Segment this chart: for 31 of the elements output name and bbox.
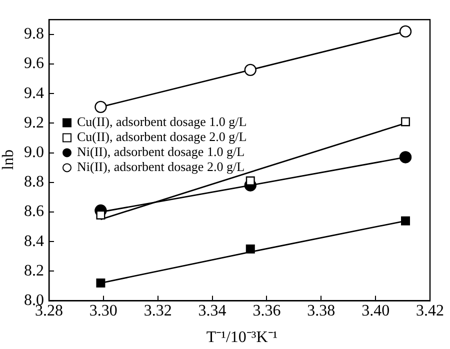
x-tick-label: 3.36 <box>252 302 281 320</box>
x-tick-label: 3.30 <box>89 302 118 320</box>
y-tick-label: 8.4 <box>24 232 44 250</box>
y-tick-label: 9.8 <box>24 26 44 43</box>
x-tick-label: 3.40 <box>362 302 390 320</box>
y-tick-label: 9.0 <box>24 144 44 162</box>
y-axis-title: lnb <box>0 148 18 172</box>
legend-label: Ni(II), adsorbent dosage 1.0 g/L <box>77 144 245 160</box>
legend-label: Ni(II), adsorbent dosage 2.0 g/L <box>77 159 245 174</box>
x-tick-label: 3.32 <box>144 302 172 320</box>
x-tick-label: 3.42 <box>416 302 444 320</box>
x-tick-label: 3.38 <box>307 302 336 320</box>
point <box>96 278 106 288</box>
legend-label: Cu(II), adsorbent dosage 1.0 g/L <box>77 114 247 130</box>
point <box>401 117 410 126</box>
y-tick-label: 8.2 <box>24 262 44 280</box>
x-axis-title: T⁻¹/10⁻³K⁻¹ <box>205 328 279 347</box>
x-tick-label: 3.34 <box>198 302 226 320</box>
point <box>399 151 412 164</box>
y-tick-label: 9.4 <box>24 84 44 102</box>
point <box>399 25 412 38</box>
point <box>244 64 256 76</box>
y-tick-label: 8.6 <box>24 203 44 220</box>
legend-label: Cu(II), adsorbent dosage 2.0 g/L <box>77 129 247 144</box>
point <box>94 100 107 114</box>
y-tick-label: 9.6 <box>24 55 44 72</box>
point <box>246 176 255 186</box>
point <box>246 244 255 254</box>
point <box>401 216 410 226</box>
y-tick-label: 8.8 <box>24 174 44 191</box>
y-tick-label: 9.2 <box>24 114 44 132</box>
